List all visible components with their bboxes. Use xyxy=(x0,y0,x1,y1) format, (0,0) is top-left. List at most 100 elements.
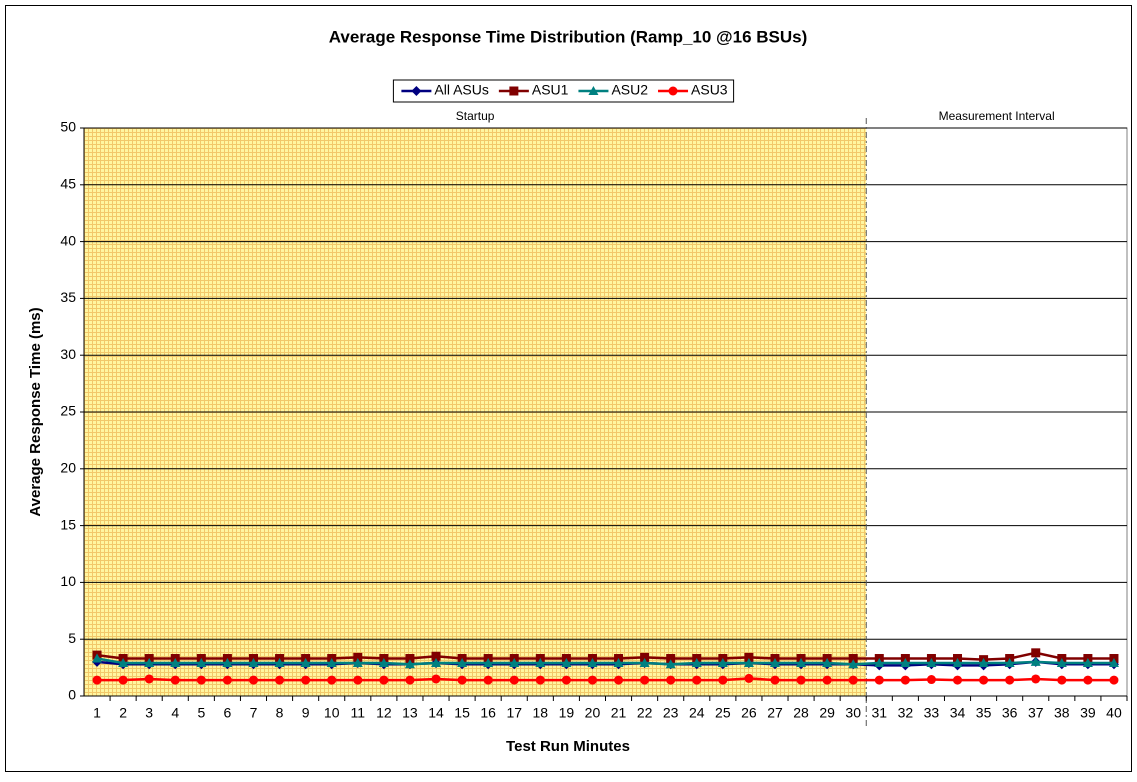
data-point xyxy=(848,654,858,664)
data-point xyxy=(92,653,103,663)
data-point xyxy=(1004,658,1015,668)
data-point xyxy=(848,659,859,669)
data-point xyxy=(248,675,258,685)
legend: All ASUs ASU1 ASU2 ASU3 xyxy=(392,79,735,103)
data-point xyxy=(196,658,207,668)
region-label: Startup xyxy=(456,109,495,123)
data-point xyxy=(222,658,233,668)
x-tick-label: 40 xyxy=(1106,705,1122,721)
data-point xyxy=(874,658,885,668)
x-tick-label: 8 xyxy=(276,705,284,721)
x-tick-label: 27 xyxy=(767,705,783,721)
data-point xyxy=(431,658,442,668)
data-point xyxy=(196,675,206,685)
y-tick-label: 50 xyxy=(60,119,76,135)
data-point xyxy=(979,675,989,685)
x-tick-label: 29 xyxy=(819,705,835,721)
data-point xyxy=(1031,674,1041,684)
data-point xyxy=(1108,658,1119,668)
series xyxy=(92,653,1119,669)
data-point xyxy=(379,675,389,685)
x-tick-label: 11 xyxy=(351,705,366,721)
data-point xyxy=(613,658,624,668)
data-point xyxy=(665,659,676,669)
data-point xyxy=(535,675,545,685)
x-tick-label: 39 xyxy=(1080,705,1096,721)
x-tick-label: 26 xyxy=(741,705,757,721)
data-point xyxy=(587,675,597,685)
data-point xyxy=(509,675,519,685)
x-tick-label: 34 xyxy=(950,705,966,721)
series-line xyxy=(96,651,1114,661)
x-tick-label: 15 xyxy=(454,705,470,721)
data-point xyxy=(718,675,728,685)
data-point xyxy=(796,675,806,685)
data-point xyxy=(640,675,650,685)
data-point xyxy=(1030,656,1041,666)
data-point xyxy=(352,658,363,668)
data-point xyxy=(170,675,180,685)
data-point xyxy=(535,658,546,668)
x-tick-label: 28 xyxy=(793,705,809,721)
x-tick-label: 30 xyxy=(845,705,861,721)
y-tick-label: 10 xyxy=(60,573,76,589)
data-point xyxy=(1031,648,1041,658)
data-point xyxy=(431,651,441,661)
data-point xyxy=(953,675,963,685)
y-tick-label: 40 xyxy=(60,232,76,248)
x-tick-label: 31 xyxy=(871,705,887,721)
x-tick-label: 17 xyxy=(506,705,522,721)
x-tick-label: 19 xyxy=(559,705,575,721)
data-point xyxy=(327,675,337,685)
x-tick-label: 4 xyxy=(171,705,179,721)
data-point xyxy=(666,654,676,664)
data-point xyxy=(92,675,102,685)
x-tick-label: 7 xyxy=(250,705,258,721)
data-point xyxy=(561,658,572,668)
data-point xyxy=(717,658,728,668)
x-tick-label: 2 xyxy=(119,705,127,721)
x-tick-label: 35 xyxy=(976,705,992,721)
chart-title: Average Response Time Distribution (Ramp… xyxy=(329,27,808,46)
data-point xyxy=(118,675,128,685)
data-point xyxy=(769,658,780,668)
y-axis-title: Average Response Time (ms) xyxy=(27,307,44,516)
data-point xyxy=(144,658,155,668)
data-point xyxy=(118,658,129,668)
legend-label: All ASUs xyxy=(434,82,488,98)
data-point xyxy=(1083,675,1093,685)
data-point xyxy=(796,658,807,668)
data-point xyxy=(1005,675,1015,685)
data-point xyxy=(483,658,494,668)
x-tick-label: 36 xyxy=(1002,705,1018,721)
data-point xyxy=(405,654,415,664)
data-point xyxy=(848,675,858,685)
data-point xyxy=(431,674,441,684)
x-tick-label: 21 xyxy=(611,705,627,721)
data-point xyxy=(639,658,650,668)
legend-item: ASU3 xyxy=(658,82,728,98)
y-tick-label: 0 xyxy=(68,687,76,703)
x-tick-label: 37 xyxy=(1028,705,1044,721)
data-point xyxy=(926,658,937,668)
data-point xyxy=(222,675,232,685)
x-tick-label: 22 xyxy=(637,705,653,721)
data-point xyxy=(926,675,936,685)
data-point xyxy=(300,658,311,668)
data-point xyxy=(770,675,780,685)
data-point xyxy=(405,675,415,685)
data-point xyxy=(144,674,154,684)
x-tick-label: 32 xyxy=(898,705,914,721)
x-tick-label: 6 xyxy=(224,705,232,721)
x-tick-label: 1 xyxy=(93,705,101,721)
legend-marker xyxy=(668,86,678,96)
data-point xyxy=(353,652,363,662)
data-point xyxy=(822,658,833,668)
x-axis-title: Test Run Minutes xyxy=(506,738,630,755)
data-point xyxy=(587,658,598,668)
x-tick-label: 3 xyxy=(145,705,153,721)
legend-label: ASU3 xyxy=(691,82,728,98)
data-point xyxy=(248,658,259,668)
data-point xyxy=(404,659,415,669)
legend-marker xyxy=(411,86,422,96)
